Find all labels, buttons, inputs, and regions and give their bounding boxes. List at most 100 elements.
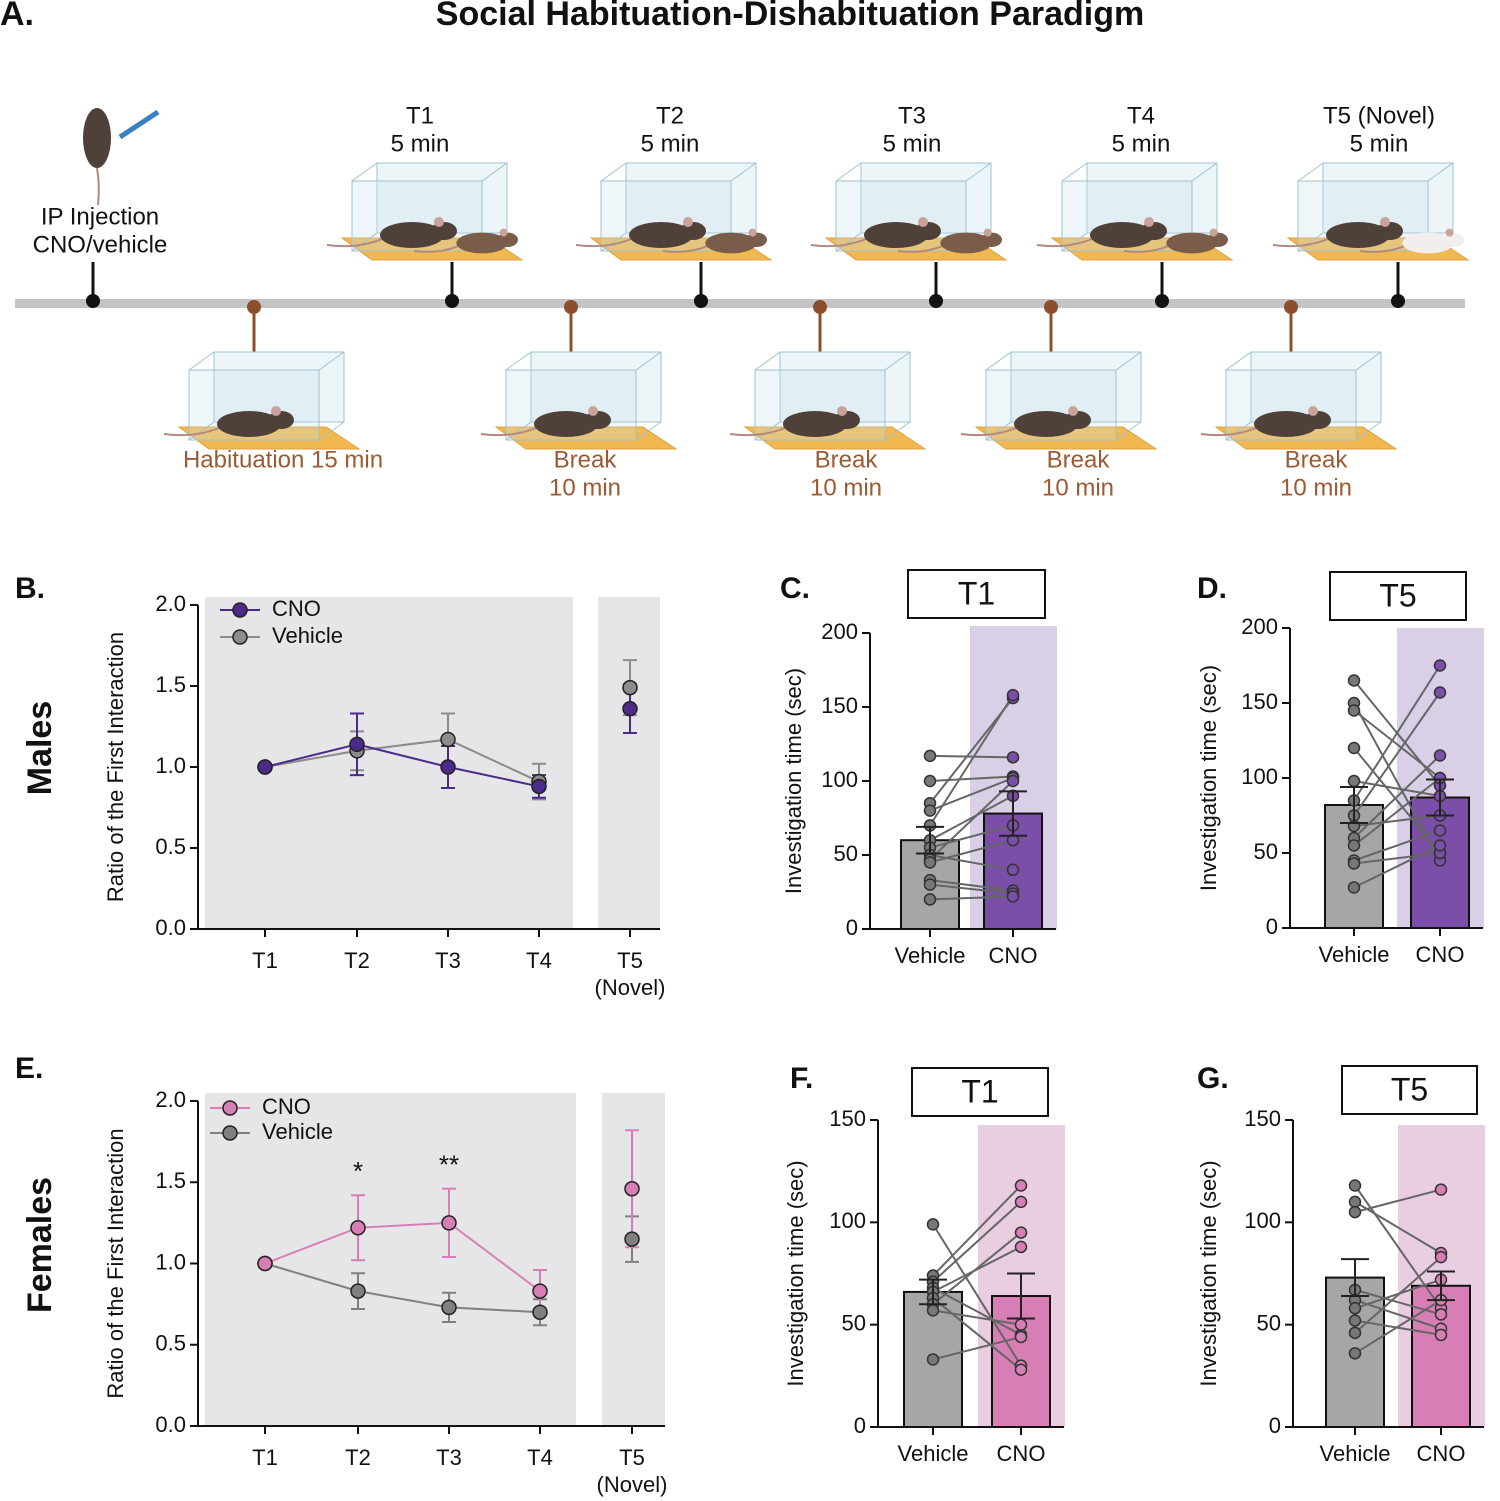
mouse-ear — [1308, 406, 1318, 416]
individual-point — [1348, 1302, 1362, 1315]
panel-label: A. — [0, 0, 34, 33]
mouse-tail — [1200, 427, 1257, 437]
mouse-ear — [588, 406, 598, 416]
mouse-ear — [837, 406, 847, 416]
cage-edge — [635, 421, 662, 441]
pin-head — [694, 294, 708, 308]
individual-point — [1347, 774, 1361, 788]
pair-line — [929, 895, 1014, 901]
mouse-tail — [575, 238, 632, 248]
legend-label: CNO — [272, 596, 321, 621]
error-bar — [1007, 1272, 1035, 1320]
pair-line — [1353, 664, 1441, 802]
mouse-ear — [1144, 217, 1154, 227]
y-tick-label: 1.0 — [155, 1249, 186, 1274]
pair-line — [929, 854, 1014, 871]
event-sub: 5 min — [1112, 130, 1171, 157]
mouse-ear — [1068, 406, 1078, 416]
title-box — [1329, 571, 1467, 621]
data-point — [622, 700, 638, 717]
mouse-body — [864, 222, 928, 248]
cage-edge — [754, 421, 781, 441]
cage-edge — [1225, 351, 1252, 371]
error-bar — [999, 790, 1027, 837]
mouse-body — [456, 232, 508, 254]
individual-point — [1006, 863, 1020, 877]
individual-point — [1014, 1179, 1028, 1192]
timeline — [15, 299, 1465, 308]
cage-edge — [730, 162, 757, 182]
pair-line — [929, 780, 1014, 861]
y-axis-label: Investigation time (sec) — [1196, 665, 1221, 891]
data-point — [532, 1304, 548, 1320]
mouse-tail — [1272, 238, 1329, 248]
event-sub: 5 min — [641, 130, 700, 157]
chart-title: T5 — [1379, 577, 1416, 613]
shaded-region — [602, 1093, 665, 1426]
individual-point — [1348, 1326, 1362, 1340]
syringe — [118, 109, 160, 140]
mouse-tail — [1359, 245, 1405, 253]
y-tick-label: 0.0 — [155, 1412, 186, 1437]
cage-edge — [600, 162, 627, 182]
y-tick-label: 0.5 — [155, 1331, 186, 1356]
error-bar — [1340, 786, 1368, 824]
individual-point — [923, 804, 937, 817]
cage-edge — [1297, 232, 1324, 252]
pin-head — [1284, 300, 1298, 314]
individual-point — [1433, 686, 1447, 699]
data-point — [257, 1255, 273, 1272]
pin-head — [1044, 300, 1058, 314]
mouse-body — [1014, 411, 1078, 437]
pair-line — [929, 754, 1014, 759]
pair-line — [932, 1201, 1022, 1283]
pair-line — [929, 794, 1014, 842]
y-tick-label: 150 — [1241, 689, 1278, 714]
panel-label: G. — [1197, 1062, 1229, 1095]
pair-line — [932, 1335, 1022, 1361]
cage-edge — [965, 162, 992, 182]
data-point — [532, 1283, 548, 1299]
individual-point — [1348, 1205, 1362, 1219]
cage-edge — [1297, 162, 1324, 182]
cage-edge — [1115, 421, 1142, 441]
mouse-body — [217, 411, 281, 437]
individual-point — [923, 856, 937, 869]
x-tick-label: Vehicle — [1320, 1441, 1391, 1466]
mouse-tail — [897, 245, 943, 253]
cage-edge — [505, 421, 532, 441]
x-tick-label: CNO — [989, 943, 1038, 968]
x-tick-label: T2 — [345, 1445, 371, 1470]
cage-edge — [884, 421, 911, 441]
individual-point — [1347, 839, 1361, 852]
x-tick-label: T3 — [435, 948, 461, 973]
cage-edge — [600, 232, 627, 252]
panel-label: C. — [780, 572, 810, 605]
mouse-tail — [662, 245, 708, 253]
series-line — [264, 738, 540, 783]
mouse-body — [1402, 232, 1454, 254]
cage-edge — [835, 232, 862, 252]
pair-line — [1353, 852, 1441, 865]
cage-edge — [1355, 351, 1382, 371]
mouse-tail — [96, 167, 100, 206]
y-tick-label: 2.0 — [155, 591, 186, 616]
event-sub: 10 min — [549, 474, 621, 501]
individual-point — [923, 749, 937, 763]
pin-head — [1391, 294, 1405, 308]
cage-edge — [985, 351, 1012, 371]
y-tick-label: 200 — [821, 619, 858, 644]
pair-line — [929, 824, 1014, 849]
pair-line — [1353, 829, 1441, 862]
mouse-ear — [748, 228, 757, 237]
event-title: T4 — [1127, 102, 1155, 129]
panel-label: B. — [15, 572, 45, 605]
y-tick-label: 0 — [1266, 914, 1278, 939]
x-tick-label: T4 — [526, 948, 552, 973]
x-tick-label: Vehicle — [895, 943, 966, 968]
pair-line — [1353, 709, 1441, 779]
data-point — [441, 1299, 457, 1316]
annotation: ** — [439, 1150, 459, 1180]
mouse-body — [940, 232, 992, 254]
